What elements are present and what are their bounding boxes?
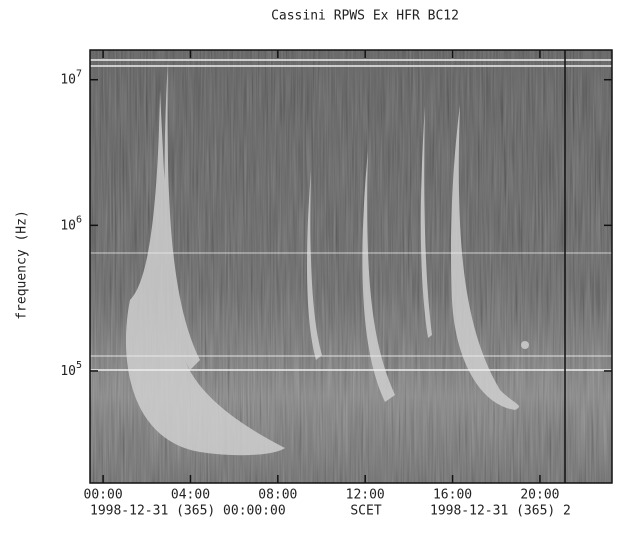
x-axis-label-center: SCET (350, 504, 381, 519)
x-tick-label: 20:00 (520, 488, 559, 503)
y-tick-label: 106 (60, 214, 82, 233)
x-tick-label: 04:00 (171, 488, 210, 503)
spectrogram-image (89, 49, 613, 484)
y-tick-label: 105 (60, 360, 82, 379)
x-axis-label-left: 1998-12-31 (365) 00:00:00 (90, 504, 286, 519)
x-tick-label: 08:00 (258, 488, 297, 503)
chart-title: Cassini RPWS Ex HFR BC12 (271, 9, 459, 24)
x-axis-label-right: 1998-12-31 (365) 2 (430, 504, 571, 519)
y-axis-label: frequency (Hz) (15, 210, 30, 320)
x-tick-label: 16:00 (433, 488, 472, 503)
x-tick-label: 12:00 (346, 488, 385, 503)
y-tick-label: 107 (60, 69, 82, 88)
x-tick-label: 00:00 (84, 488, 123, 503)
